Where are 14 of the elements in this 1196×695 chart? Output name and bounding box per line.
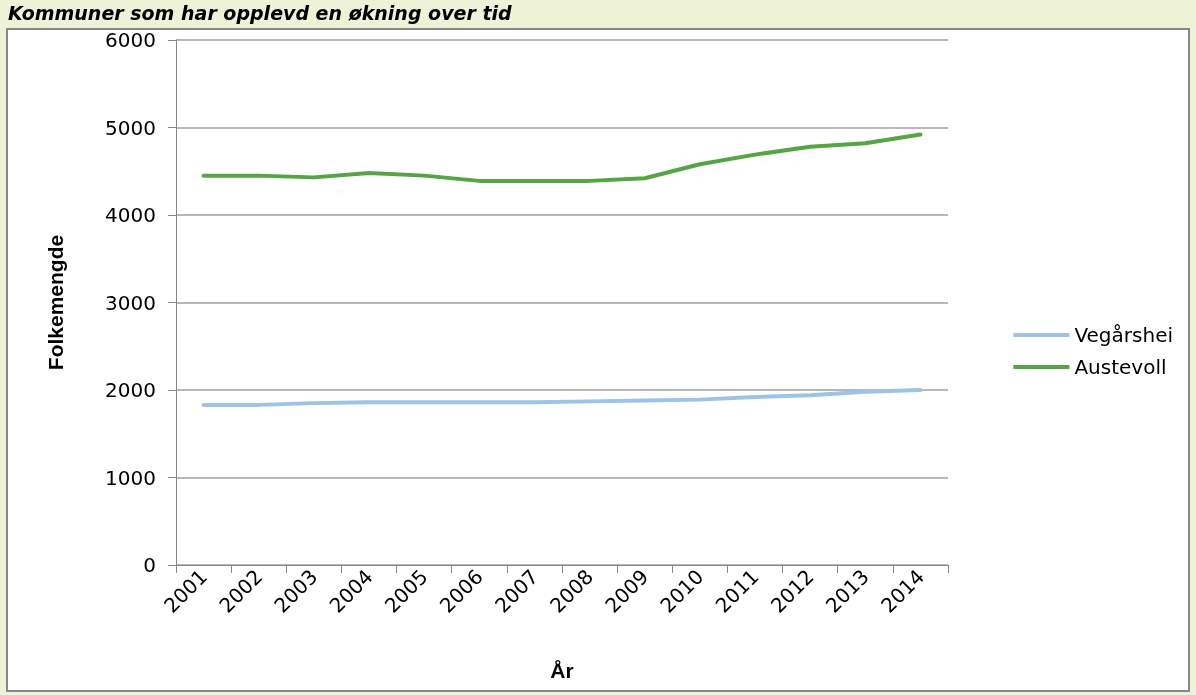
y-tick-label: 2000 (105, 378, 156, 402)
y-tick-label: 4000 (105, 203, 156, 227)
x-axis-title: År (550, 659, 574, 682)
line-series (201, 388, 923, 407)
y-tick-label: 1000 (105, 465, 156, 490)
y-tick-label: 5000 (105, 115, 156, 140)
line-series (201, 132, 923, 183)
y-tick-label: 6000 (105, 28, 156, 52)
y-tick-label: 0 (143, 553, 156, 577)
y-axis-title: Folkemengde (44, 234, 67, 371)
legend-label: Vegårshei (1074, 323, 1174, 347)
chart-title: Kommuner som har opplevd en økning over tid (8, 2, 512, 24)
legend-label: Austevoll (1074, 355, 1167, 379)
y-tick-label: 3000 (105, 290, 156, 315)
